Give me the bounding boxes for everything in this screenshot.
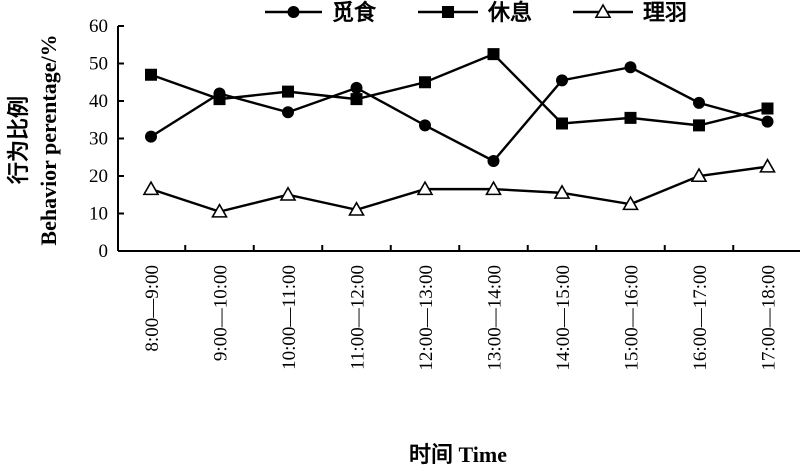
- data-point-circle: [693, 96, 705, 109]
- data-point-triangle: [759, 158, 776, 173]
- x-tick-label: 17:00—18:00: [759, 265, 780, 371]
- series-line-square: [150, 52, 768, 127]
- y-tick-label: 0: [99, 241, 109, 262]
- legend-marker-circle: [287, 6, 300, 18]
- data-point-square: [624, 111, 637, 124]
- x-tick-label: 12:00—13:00: [416, 265, 437, 371]
- y-axis-title-en: Behavior perentage/%: [36, 34, 61, 245]
- data-point-triangle: [690, 167, 708, 183]
- y-tick-label: 60: [89, 16, 108, 37]
- legend-item-square: 休息: [418, 0, 532, 25]
- legend-label: 理羽: [643, 0, 687, 25]
- data-point-circle: [282, 106, 294, 119]
- legend-item-triangle: 理羽: [573, 0, 687, 25]
- data-point-triangle: [211, 203, 228, 218]
- data-point-triangle: [348, 201, 365, 216]
- data-point-square: [213, 93, 226, 106]
- data-point-triangle: [553, 184, 571, 199]
- y-tick-label: 30: [89, 129, 108, 150]
- data-point-triangle: [485, 180, 502, 196]
- series-line-circle: [150, 65, 768, 163]
- x-axis-title: 时间 Time: [409, 442, 507, 467]
- series-triangle: [142, 158, 776, 218]
- data-point-square: [556, 117, 568, 130]
- legend-label: 觅食: [332, 0, 377, 25]
- y-tick-label: 40: [89, 91, 108, 112]
- data-point-circle: [145, 130, 157, 143]
- axes: 0 10 20 30 40 50 60 8:00—9:00 9:00—10:00 10:00—11…: [89, 16, 800, 371]
- x-tick-label: 8:00—9:00: [142, 265, 163, 352]
- x-tick-label: 14:00—15:00: [553, 265, 574, 371]
- data-point-circle: [624, 61, 637, 74]
- x-tick-label: 15:00—16:00: [622, 265, 643, 371]
- data-point-square: [419, 76, 431, 89]
- data-point-circle: [350, 81, 363, 94]
- x-tick-label: 13:00—14:00: [485, 265, 506, 371]
- legend: 觅食 休息 理羽: [265, 0, 687, 25]
- series-layer: [142, 48, 776, 218]
- series-line-triangle: [150, 165, 768, 213]
- data-point-square: [282, 85, 294, 98]
- data-point-square: [145, 68, 157, 81]
- y-tick-label: 50: [89, 54, 108, 75]
- legend-label: 休息: [487, 0, 532, 25]
- y-tick-label: 10: [89, 204, 108, 225]
- data-point-triangle: [279, 186, 297, 201]
- data-point-circle: [487, 155, 500, 167]
- y-tick-label: 20: [89, 166, 108, 187]
- series-square: [145, 48, 774, 132]
- legend-item-circle: 觅食: [265, 0, 377, 25]
- data-point-square: [487, 48, 500, 61]
- legend-marker-triangle: [594, 3, 612, 19]
- data-point-circle: [419, 119, 431, 132]
- data-point-square: [693, 119, 705, 132]
- data-point-circle: [556, 74, 568, 87]
- data-point-triangle: [416, 180, 434, 196]
- series-circle: [145, 61, 774, 167]
- x-tick-label: 11:00—12:00: [348, 265, 369, 370]
- x-tick-label: 16:00—17:00: [690, 265, 711, 371]
- data-point-square: [761, 102, 774, 115]
- y-axis-title-cn: 行为比例: [6, 96, 31, 185]
- x-tick-label: 9:00—10:00: [211, 265, 232, 361]
- data-point-triangle: [142, 180, 160, 196]
- x-tick-label: 10:00—11:00: [279, 265, 300, 370]
- data-point-triangle: [622, 195, 639, 211]
- legend-marker-square: [442, 6, 454, 18]
- data-point-square: [350, 93, 363, 106]
- data-point-circle: [761, 115, 774, 128]
